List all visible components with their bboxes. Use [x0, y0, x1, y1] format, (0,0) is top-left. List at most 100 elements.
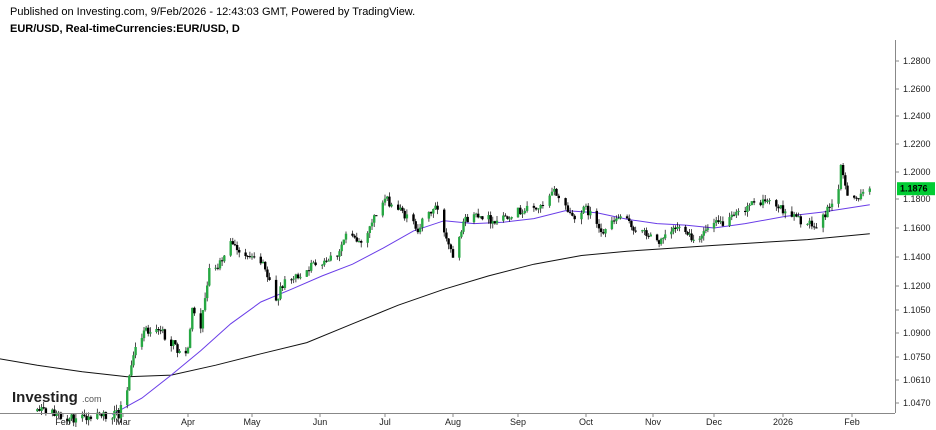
candle-down [799, 216, 802, 225]
candle-down [645, 230, 648, 236]
candle-down [290, 279, 293, 281]
candle-up [826, 206, 829, 218]
candle-down [89, 416, 93, 419]
candle-down [38, 409, 41, 411]
candle-up [768, 200, 771, 202]
candle-up [432, 209, 435, 214]
candle-up [250, 256, 254, 258]
candle-up [229, 241, 232, 256]
plot-area[interactable] [0, 40, 895, 413]
candle-down [199, 313, 202, 329]
candle-up [373, 215, 376, 223]
candle-down [443, 209, 446, 233]
candle-up [206, 285, 209, 299]
candle-down [599, 228, 603, 233]
candle-down [83, 414, 86, 416]
candle-down [828, 206, 831, 208]
candle-down [489, 215, 492, 224]
candle-up [584, 205, 588, 207]
candle-up [178, 350, 181, 353]
candle-up [381, 202, 384, 216]
y-tick-label: 1.0610 [903, 375, 931, 385]
candle-down [388, 196, 391, 207]
candle-down [353, 235, 356, 238]
investing-logo[interactable]: Investing .com [12, 389, 102, 406]
candle-up [479, 216, 482, 218]
candle-down [233, 244, 237, 246]
y-tick-label: 1.0750 [903, 352, 931, 362]
y-tick-label: 1.2600 [903, 84, 931, 94]
candle-up [321, 264, 324, 266]
y-axis: 1.2800 1.2600 1.2400 1.2200 1.2000 1.1800 1.16… [895, 56, 931, 408]
candle-up [128, 375, 131, 391]
candle-up [261, 261, 265, 264]
candle-down [532, 205, 536, 208]
candle-down [360, 241, 363, 243]
candle-up [366, 233, 369, 243]
candle-up [119, 405, 123, 419]
candle-down [42, 407, 45, 409]
candle-up [81, 414, 84, 419]
candle-down [630, 220, 633, 228]
candle-up [40, 407, 43, 411]
candle-up [434, 205, 437, 209]
candle-up [516, 207, 520, 218]
x-tick-label: Jul [379, 417, 391, 427]
x-tick-label: Dec [706, 417, 723, 427]
candle-up [203, 298, 207, 311]
ma-long-line [0, 233, 870, 378]
candle-down [264, 261, 267, 270]
candle-down [504, 215, 507, 217]
candle-up [792, 214, 796, 217]
candle-up [728, 217, 731, 226]
candle-up [132, 355, 135, 366]
candle-down [174, 340, 177, 345]
candle-up [859, 193, 863, 199]
candle-down [855, 197, 858, 199]
candle-up [458, 236, 461, 258]
candle-up [144, 327, 148, 331]
candle-down [44, 408, 48, 414]
candle-down [375, 215, 378, 217]
candle-up [719, 221, 722, 223]
y-tick-label: 1.0470 [903, 398, 931, 408]
candle-down [216, 267, 220, 269]
candle-down [717, 220, 720, 222]
candle-down [634, 230, 637, 232]
candle-up [649, 234, 652, 237]
candle-down [314, 262, 317, 266]
candle-down [625, 216, 629, 219]
candle-down [595, 210, 598, 224]
candle-down [412, 214, 415, 222]
candle-up [357, 241, 361, 242]
candle-down [647, 235, 650, 237]
y-tick-label: 1.0900 [903, 328, 931, 338]
candle-up [390, 204, 393, 207]
candle-up [750, 201, 753, 206]
candle-up [670, 231, 673, 235]
candle-up [70, 414, 73, 419]
candle-down [163, 329, 167, 340]
ma-long-layer [0, 233, 870, 378]
candle-down [238, 250, 241, 253]
candle-up [68, 418, 71, 422]
candle-up [218, 260, 222, 269]
candle-down [451, 249, 455, 258]
candle-up [678, 226, 681, 228]
x-axis: Feb Mar Apr May Jun Jul Aug Sep Oct Nov Dec 2026 Feb [55, 413, 860, 427]
candle-up [523, 210, 526, 214]
candle-up [323, 260, 326, 265]
candle-down [176, 344, 179, 353]
candle-down [429, 212, 433, 214]
candle-up [737, 210, 740, 212]
candle-up [706, 228, 710, 230]
x-tick-label: Sep [510, 417, 526, 427]
candle-down [104, 412, 108, 419]
last-price-badge [897, 182, 935, 196]
candle-up [299, 276, 302, 279]
candle-down [447, 238, 450, 245]
x-tick-label: Feb [844, 417, 860, 427]
candle-up [338, 251, 341, 257]
candle-down [85, 415, 88, 421]
